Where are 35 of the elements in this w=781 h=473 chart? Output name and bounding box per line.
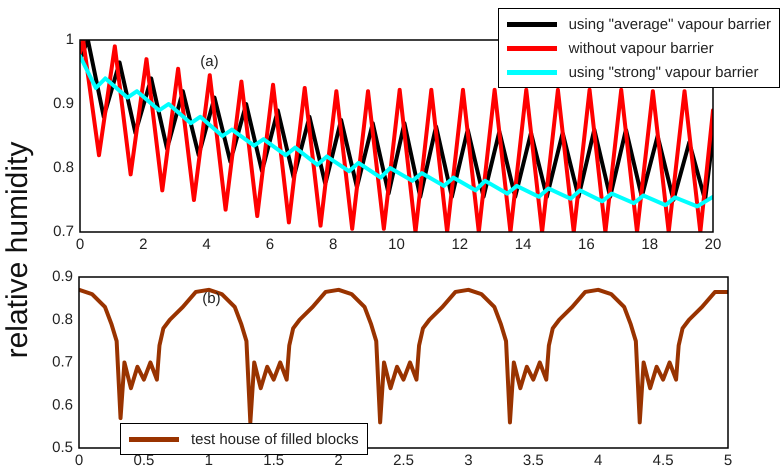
- y-tick-label: 0.9: [52, 268, 73, 286]
- x-tick-label: 8: [329, 236, 338, 254]
- y-tick-label: 1: [66, 31, 74, 48]
- x-tick-label: 0: [74, 452, 84, 470]
- x-tick-label: 16: [578, 236, 595, 254]
- x-tick-label: 3: [464, 452, 473, 470]
- legend-label: using "average" vapour barrier: [568, 16, 771, 32]
- y-tick-label: 0.8: [53, 159, 74, 176]
- x-tick-label: 18: [641, 236, 658, 254]
- annotation: (b): [202, 290, 221, 307]
- x-tick-label: 3.5: [522, 452, 544, 470]
- x-tick-label: 10: [388, 236, 405, 254]
- y-tick-label: 0.8: [52, 310, 73, 328]
- x-tick-label: 0: [76, 236, 84, 254]
- x-tick-label: 2.5: [393, 452, 414, 470]
- y-tick-label: 0.5: [52, 439, 73, 456]
- legend-label: using "strong" vapour barrier: [568, 64, 758, 80]
- y-tick-label: 0.7: [52, 354, 73, 371]
- y-tick-label: 0.6: [52, 396, 73, 414]
- x-tick-label: 20: [704, 236, 722, 254]
- y-tick-label: 0.7: [53, 223, 74, 240]
- x-tick-label: 4: [594, 452, 602, 470]
- y-tick-label: 0.9: [53, 95, 74, 112]
- x-tick-label: 14: [514, 236, 532, 254]
- x-tick-label: 5: [724, 452, 732, 470]
- annotation: (a): [200, 53, 219, 70]
- y-axis-title: relative humidity: [1, 142, 35, 358]
- x-tick-label: 4: [202, 236, 211, 254]
- legend-label: test house of filled blocks: [191, 430, 359, 448]
- x-tick-label: 2: [139, 236, 148, 254]
- legend-label: without vapour barrier: [568, 40, 714, 56]
- x-tick-label: 1: [204, 452, 213, 470]
- x-tick-label: 6: [266, 236, 274, 254]
- x-tick-label: 4.5: [652, 452, 674, 470]
- x-tick-label: 12: [451, 236, 468, 254]
